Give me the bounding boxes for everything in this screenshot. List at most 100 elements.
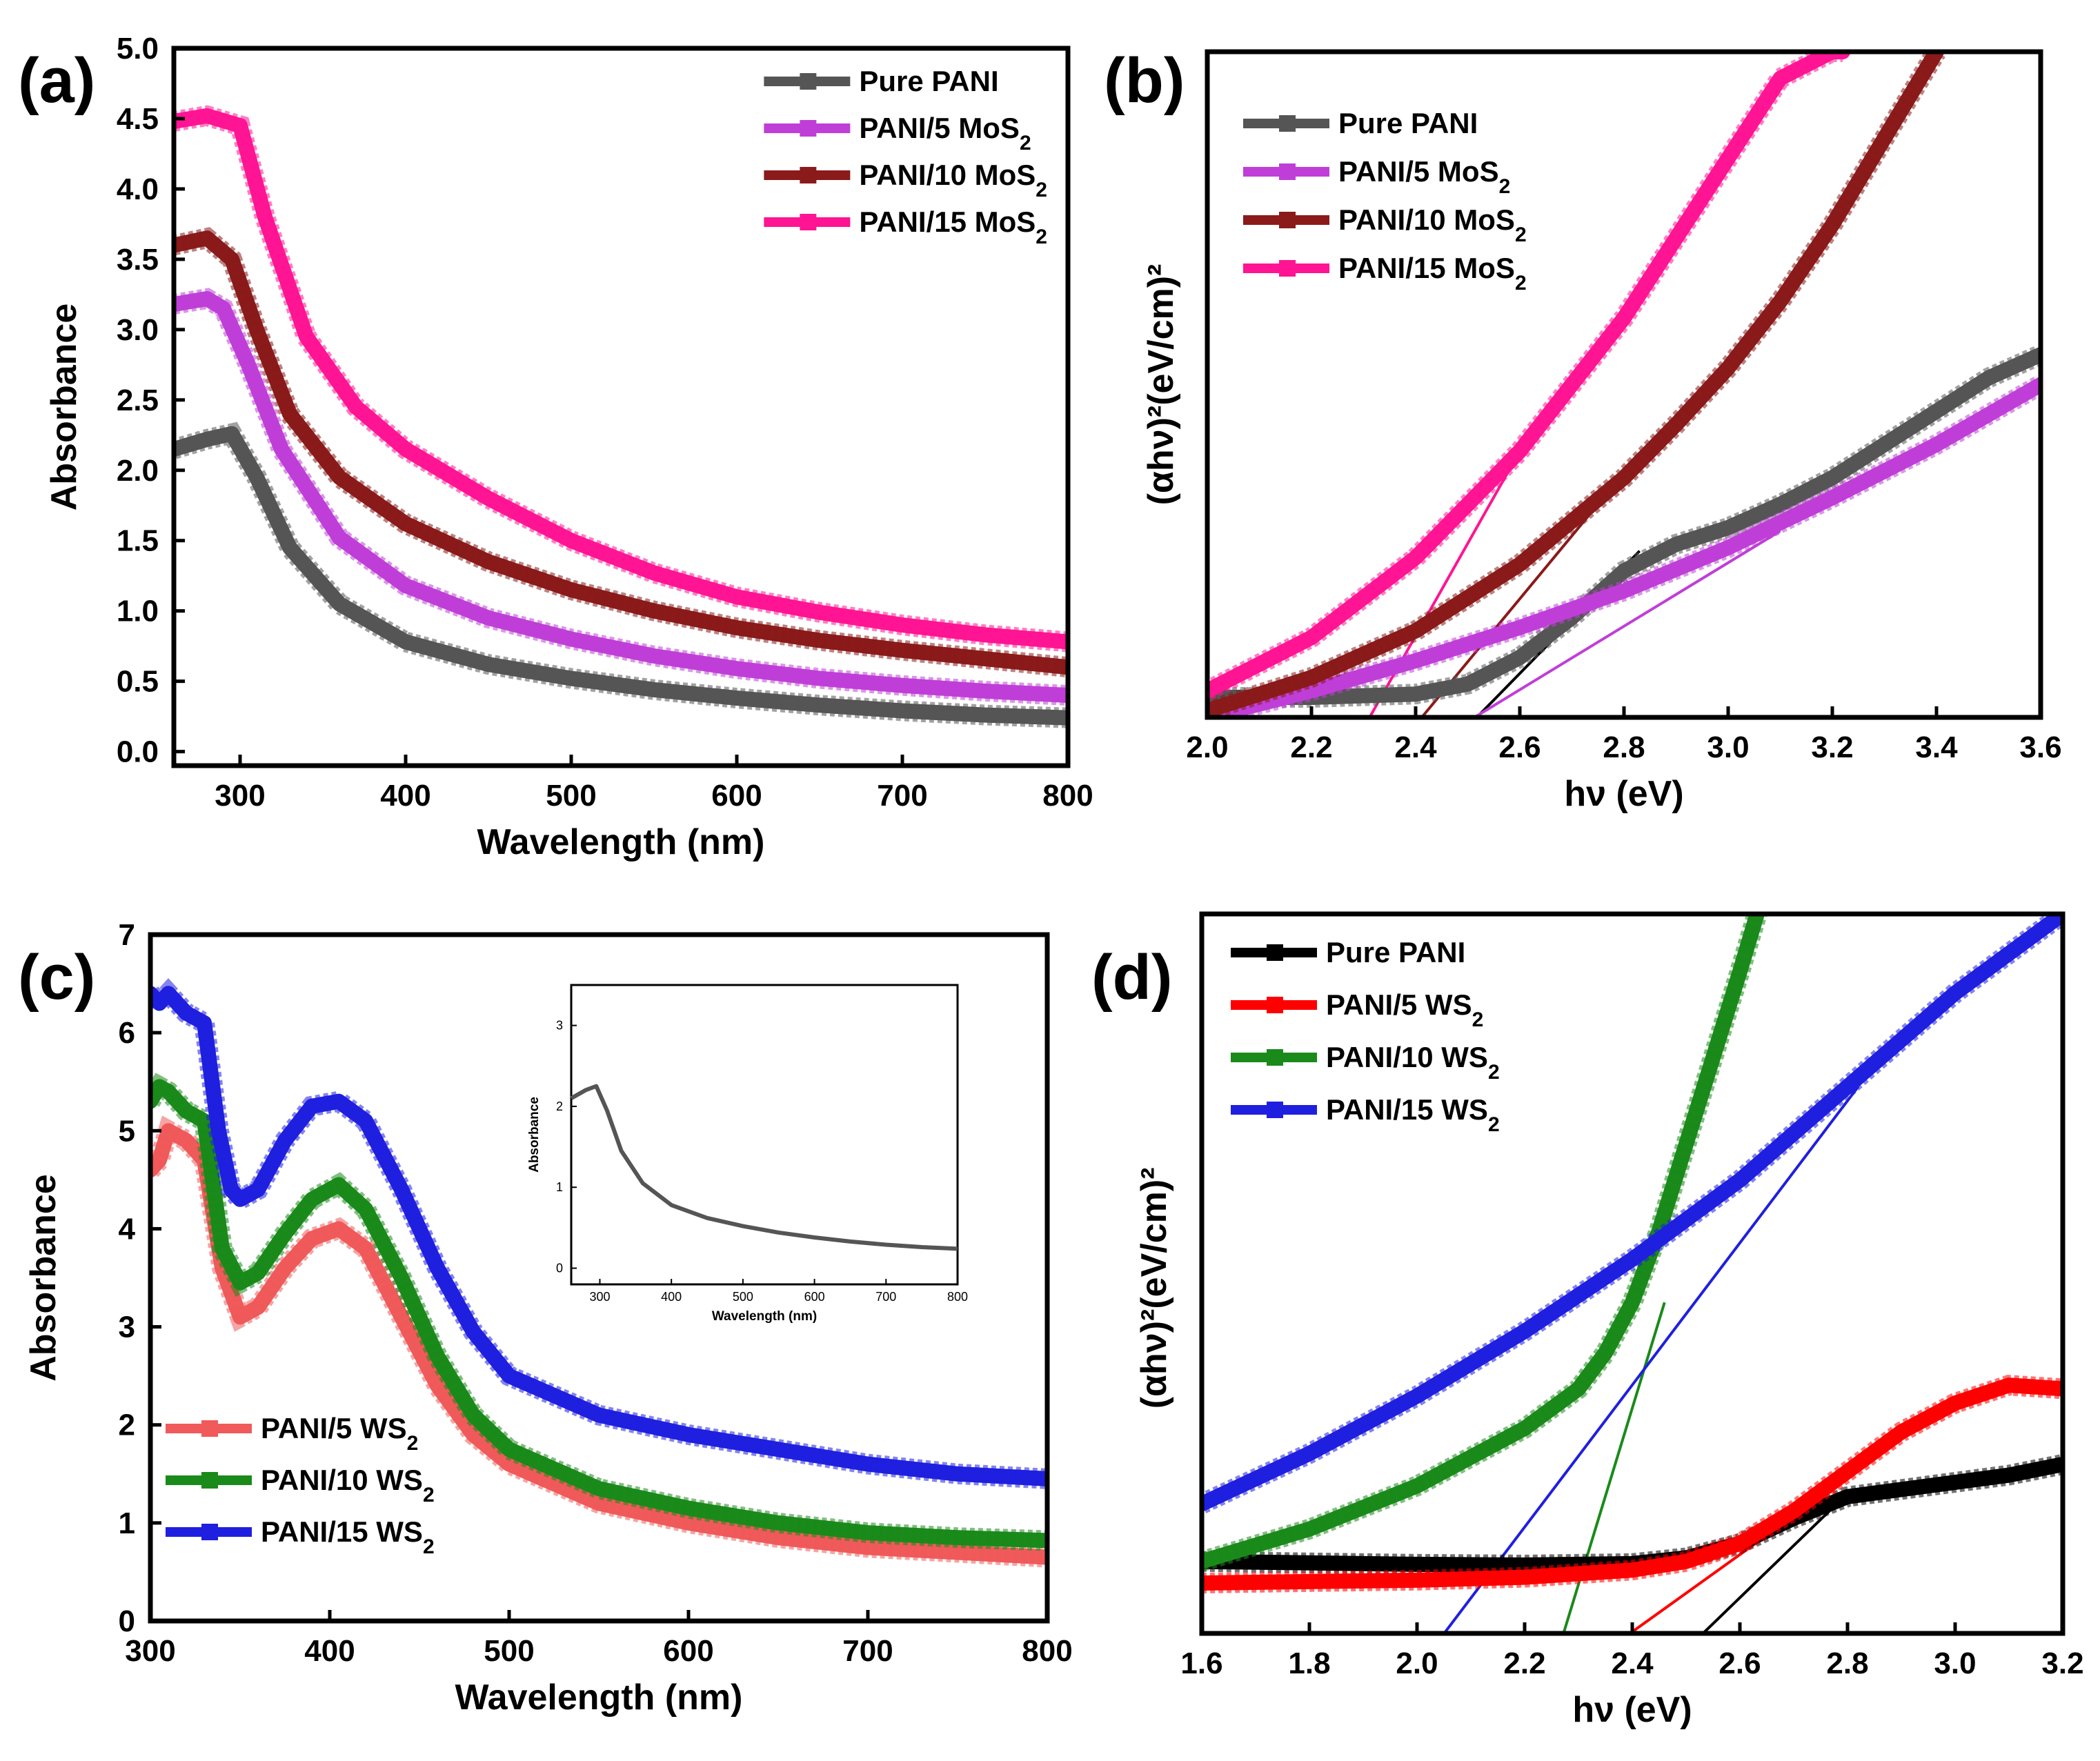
x-tick-label-c: 700 bbox=[842, 1634, 893, 1668]
series-markers-d-3 bbox=[1202, 914, 2063, 1513]
x-tick-label-d: 2.8 bbox=[1826, 1646, 1868, 1680]
series-markers-b-3 bbox=[1207, 52, 1843, 700]
x-tick-label-b: 2.4 bbox=[1394, 730, 1437, 764]
y-tick-label-a: 5.0 bbox=[117, 32, 159, 66]
y-tick-label-a: 4.0 bbox=[117, 172, 159, 206]
legend-label-d-1: PANI/5 WS2 bbox=[1326, 988, 1483, 1031]
tangent-line-b-2 bbox=[1420, 503, 1599, 717]
y-tick-label-c: 0 bbox=[119, 1604, 135, 1638]
x-axis-label-a: Wavelength (nm) bbox=[477, 822, 765, 862]
y-tick-label-a: 2.5 bbox=[117, 384, 159, 417]
inset-series-line bbox=[570, 1084, 958, 1251]
legend-subscript: 2 bbox=[1515, 223, 1527, 246]
x-tick-label-c: 400 bbox=[304, 1634, 355, 1668]
legend-marker-b-3 bbox=[1279, 260, 1296, 277]
legend-label-b-3: PANI/15 MoS2 bbox=[1338, 252, 1527, 295]
plot-area-d bbox=[1202, 914, 2063, 1633]
x-tick-label-b: 2.0 bbox=[1186, 730, 1228, 764]
series-markers-a-1 bbox=[174, 288, 1068, 706]
inset-x-tick-label: 800 bbox=[947, 1290, 968, 1304]
legend-marker-d-0 bbox=[1267, 944, 1283, 961]
panel-d: 1.6 1.8 2.0 2.2 2.4 2.6 2.8 3.0 3.2 hν (eV) (αhν)²… bbox=[1091, 911, 2084, 1730]
legend-label-a-2: PANI/10 MoS2 bbox=[859, 159, 1047, 201]
legend-subscript: 2 bbox=[1499, 175, 1511, 198]
x-tick-label-a: 700 bbox=[877, 779, 927, 813]
x-tick-label-b: 3.0 bbox=[1707, 730, 1749, 764]
series-line-b-0 bbox=[1207, 347, 2041, 706]
legend-subscript: 2 bbox=[423, 1535, 435, 1558]
x-tick-label-b: 2.6 bbox=[1498, 730, 1541, 764]
legend-text: PANI/5 WS bbox=[261, 1412, 407, 1444]
legend-marker-b-1 bbox=[1279, 163, 1296, 180]
inset-x-tick-label: 700 bbox=[875, 1290, 896, 1304]
legend-label-a-0: Pure PANI bbox=[859, 65, 998, 97]
y-tick-label-a: 0.5 bbox=[117, 665, 159, 699]
y-tick-label-c: 4 bbox=[119, 1212, 136, 1246]
x-axis-label-c: Wavelength (nm) bbox=[455, 1678, 743, 1718]
y-tick-label-a: 3.5 bbox=[117, 243, 159, 277]
x-axis-label-b: hν (eV) bbox=[1564, 774, 1683, 814]
y-tick-label-c: 1 bbox=[119, 1506, 135, 1540]
panel-label-a: (a) bbox=[18, 46, 95, 116]
axes-frame-a bbox=[171, 46, 1071, 768]
x-tick-label-d: 1.8 bbox=[1288, 1646, 1330, 1680]
legend-text: PANI/5 MoS bbox=[859, 112, 1020, 144]
legend-subscript: 2 bbox=[1488, 1113, 1500, 1136]
inset-x-tick-label: 400 bbox=[661, 1290, 682, 1304]
legend-label-c-2: PANI/15 WS2 bbox=[261, 1515, 435, 1558]
legend-marker-d-3 bbox=[1267, 1102, 1283, 1118]
series-markers-d-1 bbox=[1202, 1375, 2063, 1593]
inset-frame bbox=[570, 984, 959, 1286]
x-tick-label-d: 3.0 bbox=[1934, 1646, 1976, 1680]
legend-text: PANI/15 MoS bbox=[859, 206, 1036, 238]
x-tick-label-a: 500 bbox=[546, 779, 596, 813]
legend-marker-d-1 bbox=[1267, 997, 1283, 1013]
tangent-line-b-1 bbox=[1472, 530, 1781, 717]
series-markers-a-0 bbox=[174, 421, 1068, 728]
legend-subscript: 2 bbox=[1488, 1061, 1500, 1084]
y-tick-label-a: 2.0 bbox=[117, 454, 159, 488]
legend-text: PANI/10 WS bbox=[261, 1464, 423, 1496]
inset-y-tick-label: 2 bbox=[556, 1100, 563, 1113]
y-tick-label-a: 1.0 bbox=[117, 595, 159, 628]
x-tick-label-d: 3.2 bbox=[2041, 1646, 2083, 1680]
y-axis-label-b: (αhν)²(eV/cm)² bbox=[1141, 264, 1181, 506]
inset-plot-c: 300 400 500 600 700 800 0 1 2 3 Wavelength (nm) Abs… bbox=[527, 984, 968, 1324]
series-markers-a-2 bbox=[174, 227, 1068, 678]
inset-x-tick-label: 500 bbox=[733, 1290, 753, 1304]
x-tick-label-c: 800 bbox=[1022, 1634, 1072, 1668]
legend-subscript: 2 bbox=[423, 1484, 435, 1506]
inset-y-tick-label: 1 bbox=[556, 1180, 563, 1194]
x-tick-label-b: 3.4 bbox=[1915, 730, 1958, 764]
series-markers-c-2 bbox=[150, 978, 1047, 1489]
y-tick-label-c: 6 bbox=[119, 1016, 135, 1050]
inset-x-tick-label: 600 bbox=[804, 1290, 825, 1304]
x-tick-label-d: 2.2 bbox=[1503, 1646, 1545, 1680]
legend-label-d-2: PANI/10 WS2 bbox=[1326, 1041, 1500, 1084]
inset-x-axis-label: Wavelength (nm) bbox=[712, 1309, 817, 1324]
legend-subscript: 2 bbox=[1020, 132, 1031, 155]
legend-text: Pure PANI bbox=[1338, 107, 1478, 139]
legend-label-a-3: PANI/15 MoS2 bbox=[859, 206, 1047, 248]
legend-text: PANI/15 WS bbox=[261, 1515, 423, 1548]
x-tick-label-a: 400 bbox=[380, 779, 430, 813]
series-markers-c-1 bbox=[150, 1073, 1047, 1551]
legend-label-c-0: PANI/5 WS2 bbox=[261, 1412, 418, 1455]
legend-marker-a-2 bbox=[800, 167, 817, 183]
y-axis-label-d: (αhν)²(eV/cm)² bbox=[1134, 1167, 1174, 1409]
legend-subscript: 2 bbox=[1472, 1008, 1484, 1031]
panel-b: 2.0 2.2 2.4 2.6 2.8 3.0 3.2 3.4 3.6 hν (eV) (αhν)²… bbox=[1104, 46, 2062, 814]
legend-text: Pure PANI bbox=[859, 65, 998, 97]
x-tick-label-c: 600 bbox=[663, 1634, 713, 1668]
y-tick-label-a: 4.5 bbox=[117, 102, 159, 136]
panel-label-b: (b) bbox=[1104, 46, 1185, 116]
x-tick-label-d: 2.4 bbox=[1611, 1646, 1654, 1680]
legend-label-b-2: PANI/10 MoS2 bbox=[1338, 203, 1527, 246]
panel-label-d: (d) bbox=[1091, 942, 1172, 1013]
legend-marker-a-0 bbox=[800, 73, 817, 90]
legend-marker-c-0 bbox=[201, 1420, 218, 1437]
y-axis-label-a: Absorbance bbox=[44, 304, 84, 511]
legend-subscript: 2 bbox=[1036, 179, 1047, 201]
x-tick-label-b: 3.6 bbox=[2019, 730, 2061, 764]
